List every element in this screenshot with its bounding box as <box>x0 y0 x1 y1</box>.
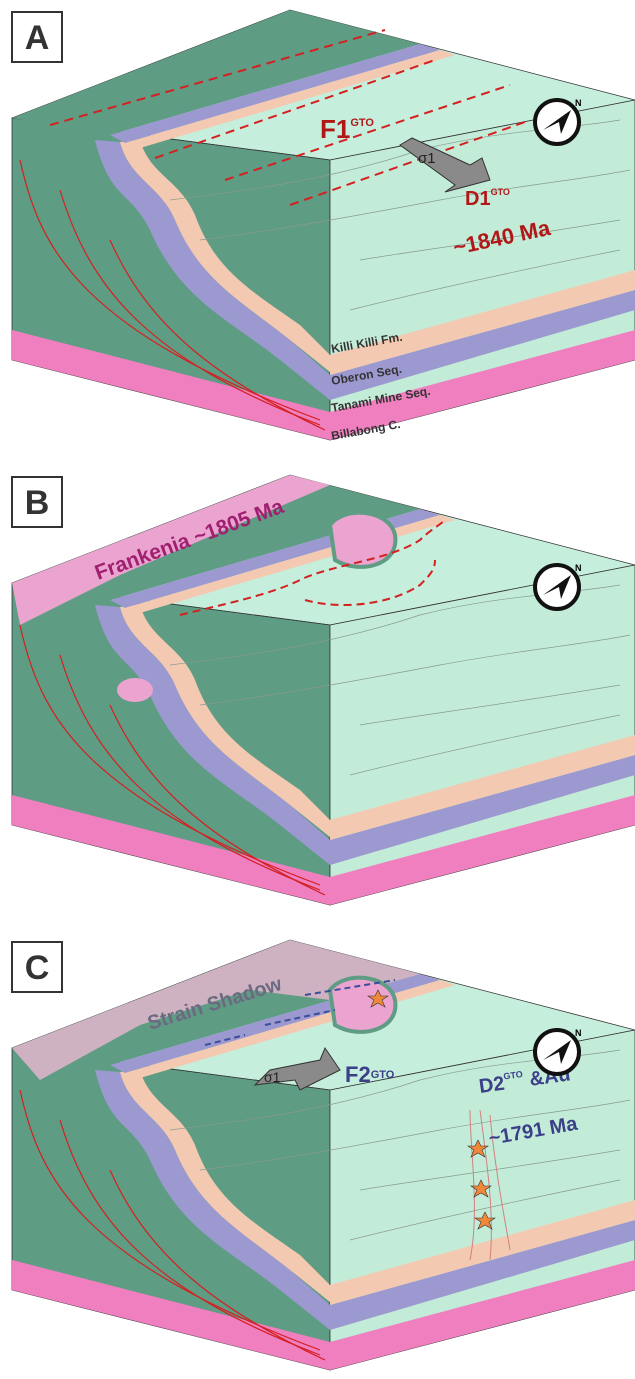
stress-label: σ1 <box>264 1069 281 1085</box>
compass <box>535 100 579 144</box>
intrusion <box>330 978 395 1032</box>
block <box>12 940 635 1370</box>
panel-b: B Frankenia ~1805 Ma N <box>12 475 635 905</box>
stress-label: σ1 <box>418 150 436 167</box>
intrusion <box>117 678 153 702</box>
north-label: N <box>575 563 582 573</box>
superscript: GTO <box>491 187 510 197</box>
fold-name: F2 <box>345 1062 371 1087</box>
panel-label: B <box>25 484 50 522</box>
superscript: GTO <box>350 117 374 129</box>
north-label: N <box>575 1028 582 1038</box>
fold-name: F1 <box>320 114 350 144</box>
intrusion <box>330 513 395 567</box>
panel-c: C Strain Shadow F2GTO σ1 D2GTO&Au ~1791 … <box>12 940 635 1370</box>
panel-label: C <box>25 949 50 987</box>
compass <box>535 565 579 609</box>
deformation-name: D2 <box>478 1073 506 1098</box>
deformation-name: D1 <box>465 188 491 210</box>
compass <box>535 1030 579 1074</box>
panel-label: A <box>25 19 50 57</box>
figure: A F1GTO σ1 D1GTO ~1840 Ma Killi Killi Fm… <box>0 0 635 1379</box>
block <box>12 475 635 905</box>
north-label: N <box>575 98 582 108</box>
superscript: GTO <box>371 1069 395 1081</box>
panel-a: A F1GTO σ1 D1GTO ~1840 Ma Killi Killi Fm… <box>12 10 635 443</box>
